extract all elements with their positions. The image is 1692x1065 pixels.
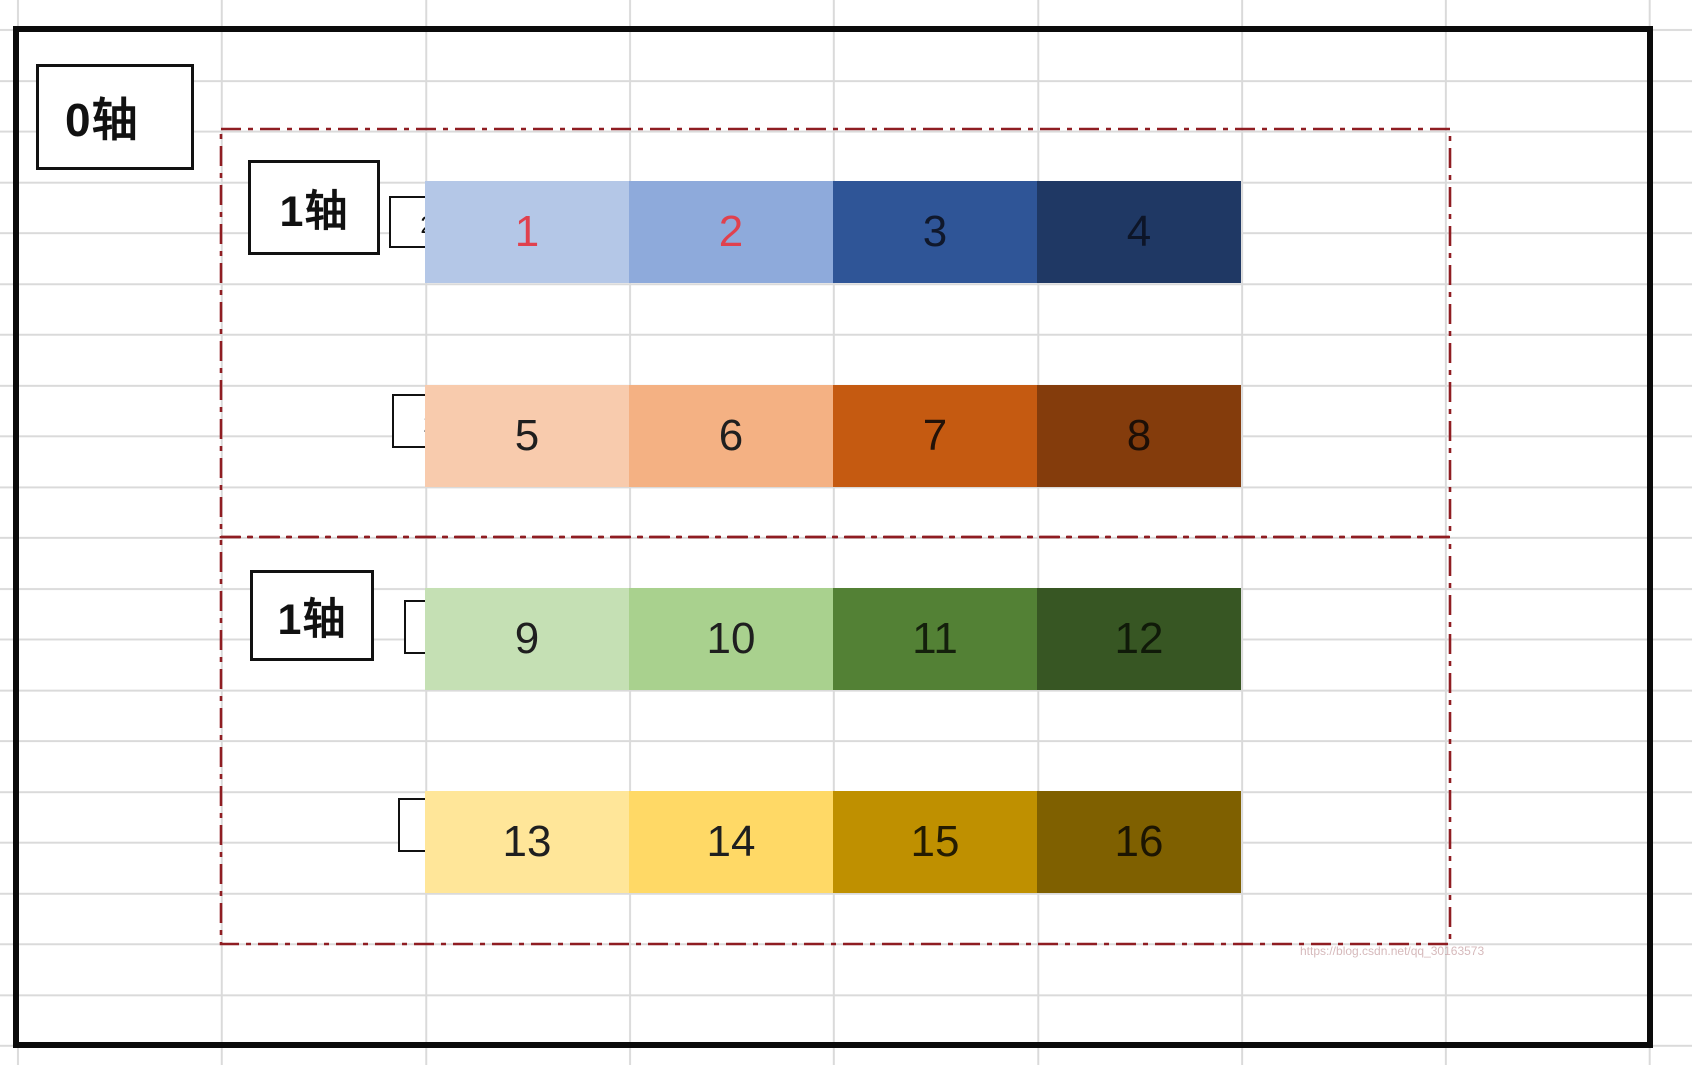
- cell-row-green: 9 10 11 12: [425, 588, 1241, 690]
- matrix-cell-4: 4: [1037, 181, 1241, 283]
- matrix-cell-2: 2: [629, 181, 833, 283]
- matrix-cell-1: 1: [425, 181, 629, 283]
- matrix-cell-16: 16: [1037, 791, 1241, 893]
- matrix-cell-15: 15: [833, 791, 1037, 893]
- csdn-watermark: https://blog.csdn.net/qq_30163573: [1300, 944, 1485, 958]
- matrix-cell-12: 12: [1037, 588, 1241, 690]
- matrix-cell-14: 14: [629, 791, 833, 893]
- matrix-cell-7: 7: [833, 385, 1037, 487]
- cell-row-gold: 13 14 15 16: [425, 791, 1241, 893]
- matrix-cell-3: 3: [833, 181, 1037, 283]
- axis0-label-box: 0轴: [36, 64, 194, 170]
- axis1-label: 1轴: [277, 595, 347, 644]
- axis1-label-box-group2: 1轴: [250, 570, 374, 661]
- matrix-cell-9: 9: [425, 588, 629, 690]
- matrix-cell-13: 13: [425, 791, 629, 893]
- matrix-cell-5: 5: [425, 385, 629, 487]
- matrix-cell-10: 10: [629, 588, 833, 690]
- cell-row-blue: 1 2 3 4: [425, 181, 1241, 283]
- cell-row-orange: 5 6 7 8: [425, 385, 1241, 487]
- matrix-cell-6: 6: [629, 385, 833, 487]
- axis1-label: 1轴: [279, 187, 349, 236]
- axis1-label-box-group1: 1轴: [248, 160, 380, 255]
- outer-black-frame: [13, 26, 1653, 1048]
- axis0-label: 0轴: [65, 94, 139, 146]
- matrix-cell-11: 11: [833, 588, 1037, 690]
- matrix-cell-8: 8: [1037, 385, 1241, 487]
